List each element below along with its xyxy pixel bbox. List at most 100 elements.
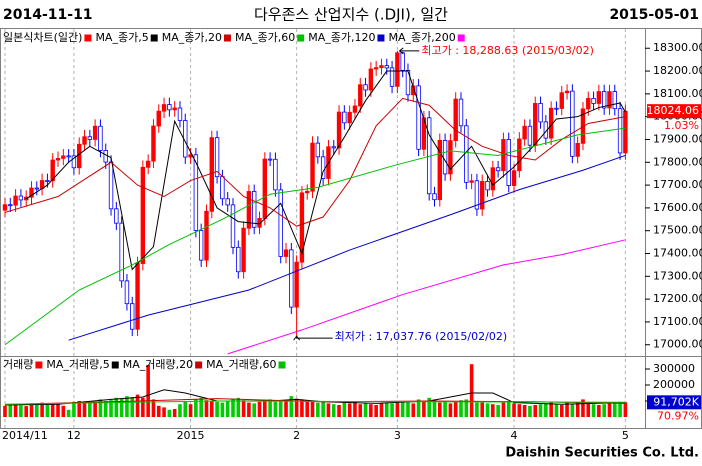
candle-body [495, 167, 501, 172]
candle-body [395, 52, 400, 87]
candle-body [18, 195, 24, 201]
y-tick-label: 17300.00 [653, 269, 702, 282]
candle-body [156, 110, 161, 127]
candle-body [214, 137, 220, 178]
volume-bar [528, 405, 532, 417]
footer: Daishin Securities Co. Ltd. [505, 446, 699, 461]
candle-body [564, 90, 570, 94]
candle-body [400, 52, 405, 71]
candle-body [310, 142, 315, 192]
volume-bar [98, 399, 103, 417]
candle-body [480, 181, 485, 210]
volume-bar [623, 402, 628, 417]
candle-body [225, 198, 230, 206]
candle-body [352, 105, 358, 113]
candle-body [230, 204, 236, 248]
volume-bar [411, 403, 416, 417]
y-tick-label: 17700.00 [653, 178, 702, 191]
candle-body [554, 107, 559, 110]
volume-bar [45, 405, 50, 417]
volume-bar [109, 400, 113, 417]
volume-bar [284, 401, 288, 417]
volume-bar [220, 402, 225, 417]
candle-body [114, 208, 119, 224]
volume-bar [554, 404, 559, 417]
volume-bar [268, 399, 272, 417]
volume-bar [77, 401, 82, 417]
candle-body [416, 85, 421, 150]
annotation-arrow [399, 47, 420, 55]
candle-body [193, 154, 199, 231]
ma-line [25, 70, 626, 271]
legend-swatch [377, 34, 385, 42]
x-tick-label: 2014/11 [2, 429, 48, 442]
legend-swatch [457, 34, 465, 42]
volume-bar [538, 404, 543, 417]
y-tick-label: 300000 [653, 362, 695, 375]
candle-body [50, 159, 55, 182]
candle-body [161, 104, 167, 112]
volume-bar [496, 405, 500, 417]
volume-bar [24, 406, 28, 417]
candle-body [289, 249, 294, 308]
volume-bar [432, 399, 437, 417]
candle-body [607, 91, 612, 109]
volume-bar [125, 396, 129, 417]
candle-body [363, 84, 368, 91]
candle-body [612, 91, 617, 110]
candle-body [236, 246, 241, 273]
legend-title: 거래량 [3, 358, 33, 371]
ma-line [68, 154, 626, 341]
candle-body [458, 98, 464, 127]
candle-body [130, 303, 135, 330]
volume-bar [82, 402, 87, 417]
volume-bar [93, 401, 97, 417]
volume-bar [602, 404, 606, 417]
volume-bar [236, 397, 241, 417]
candle-body [485, 181, 490, 191]
volume-bar [294, 398, 299, 417]
volume-bar [273, 401, 278, 417]
legend-swatch [35, 361, 43, 369]
candle-body [252, 191, 257, 228]
legend-title: 일본식차트(일간) [3, 30, 82, 44]
volume-bar [565, 402, 569, 417]
volume-bar [263, 401, 267, 417]
candle-body [405, 69, 411, 96]
last-volume-box [647, 395, 701, 410]
volume-bar [8, 405, 13, 417]
y-tick-label: 18100.00 [653, 87, 702, 100]
candle-body [448, 140, 453, 175]
volume-bar [141, 397, 145, 417]
volume-bar [607, 403, 612, 417]
volume-bar [570, 404, 575, 417]
change: 1.03% [664, 119, 699, 132]
candle-body [172, 107, 177, 111]
volume-bar [278, 400, 283, 417]
volume-bar [172, 409, 177, 417]
volume-bar [316, 402, 320, 417]
x-tick-label: 2 [293, 429, 300, 442]
volume-bar [379, 403, 384, 417]
chart-title: 다우존스 산업지수 (.DJI), 일간 [254, 6, 448, 24]
legend-entry: MA_거래량,60 [206, 358, 276, 371]
candle-body [262, 158, 268, 219]
volume-bar [586, 403, 591, 417]
candle-body [474, 180, 480, 210]
volume-bar [29, 403, 34, 417]
legend-entry: MA_종가,60 [235, 31, 295, 44]
candle-body [204, 210, 209, 261]
volume-bar [40, 402, 44, 417]
y-tick-label: 17600.00 [653, 201, 702, 214]
volume-bar [559, 405, 564, 417]
legend-entry: MA_거래량,20 [123, 358, 193, 371]
x-tick-label: 3 [394, 429, 401, 442]
candle-body [517, 138, 522, 172]
volume-bar [50, 403, 55, 417]
candle-body [98, 125, 103, 151]
candle-body [273, 158, 278, 191]
last-price-box [647, 104, 701, 119]
volume-bar [188, 404, 193, 417]
candle-body [267, 158, 273, 161]
